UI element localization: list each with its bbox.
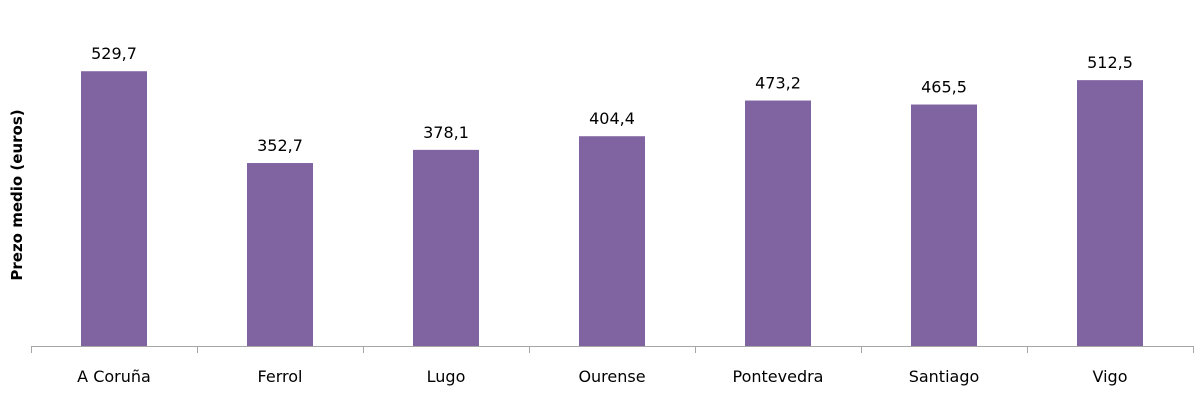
data-label-2: 378,1 [423, 123, 469, 142]
data-label-6: 512,5 [1087, 53, 1133, 72]
bar-5 [911, 104, 977, 346]
bar-6 [1077, 80, 1143, 347]
x-tick-label-6: Vigo [1093, 367, 1128, 386]
data-label-1: 352,7 [257, 136, 303, 155]
bar-2 [413, 149, 479, 346]
bar-4 [745, 100, 811, 346]
bar-0 [81, 71, 147, 347]
data-label-4: 473,2 [755, 74, 801, 93]
y-axis-label: Prezo medio (euros) [8, 109, 26, 280]
data-label-0: 529,7 [91, 44, 137, 63]
x-tick-label-0: A Coruña [77, 367, 151, 386]
x-tick-label-2: Lugo [427, 367, 466, 386]
data-label-3: 404,4 [589, 109, 635, 128]
bar-1 [247, 163, 313, 346]
x-tick-label-3: Ourense [578, 367, 645, 386]
x-tick-label-1: Ferrol [258, 367, 303, 386]
x-tick-label-4: Pontevedra [733, 367, 824, 386]
data-label-5: 465,5 [921, 78, 967, 97]
x-tick-label-5: Santiago [909, 367, 980, 386]
bar-3 [579, 136, 645, 346]
